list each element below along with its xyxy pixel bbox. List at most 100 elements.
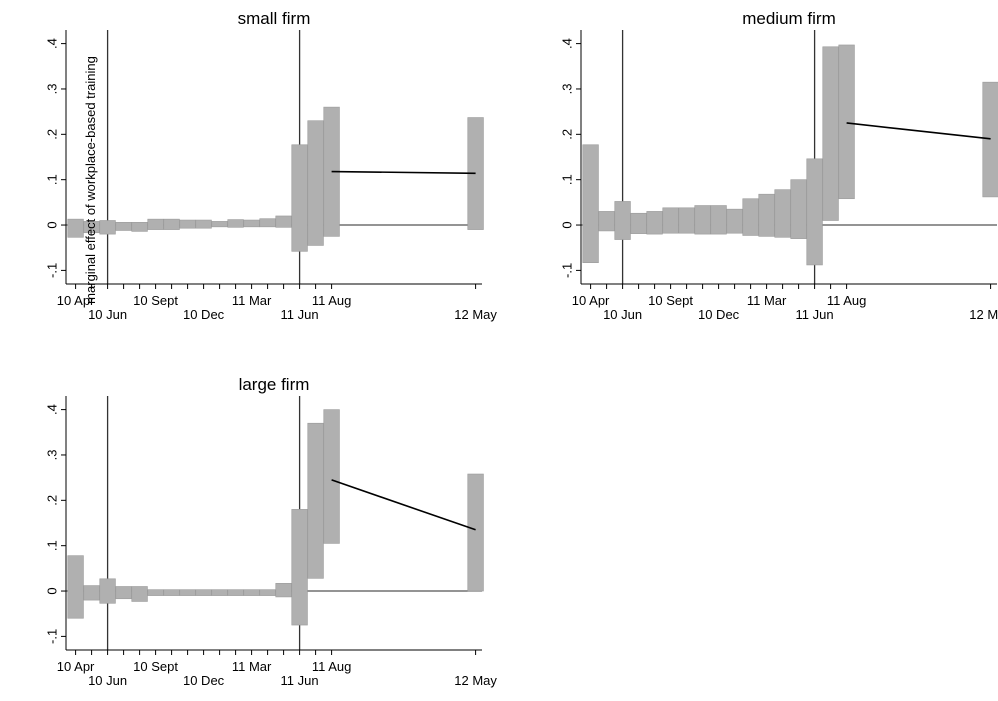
x-tick-label: 12 May xyxy=(454,673,497,688)
x-tick-label: 10 Apr xyxy=(572,293,610,308)
ci-bar xyxy=(710,205,727,235)
ci-bar xyxy=(243,219,260,228)
x-tick-label: 11 Mar xyxy=(232,659,272,674)
x-tick-label: 11 Aug xyxy=(312,293,352,308)
estimate-line xyxy=(846,122,991,140)
x-tick-label: 11 Jun xyxy=(796,307,834,322)
y-axis-label: marginal effect of workplace-based train… xyxy=(83,56,98,304)
ci-bar xyxy=(163,589,180,596)
estimate-line xyxy=(331,170,476,175)
x-tick-label: 11 Jun xyxy=(281,307,319,322)
ci-bar xyxy=(742,198,759,236)
ci-bar xyxy=(275,215,292,228)
ci-bar xyxy=(179,219,196,229)
x-tick-label: 10 Dec xyxy=(698,307,740,322)
y-tick-label: 0 xyxy=(560,221,575,228)
ci-bar xyxy=(67,218,84,238)
ci-bar xyxy=(131,586,148,602)
y-tick-label: .2 xyxy=(560,129,575,140)
y-tick-label: 0 xyxy=(45,587,60,594)
y-tick-label: .1 xyxy=(45,540,60,551)
ci-bar xyxy=(678,207,695,234)
ci-bar xyxy=(243,589,260,596)
ci-bar xyxy=(758,193,775,237)
ci-bar xyxy=(307,120,324,246)
ci-bar xyxy=(662,207,679,234)
ci-bar xyxy=(227,589,244,596)
ci-bar xyxy=(227,219,244,228)
ci-bar xyxy=(259,218,276,228)
y-tick-label: .3 xyxy=(560,84,575,95)
x-tick-label: 10 Apr xyxy=(57,659,95,674)
ci-bar xyxy=(163,218,180,230)
y-tick-label: .4 xyxy=(45,404,60,415)
x-tick-label: 10 Jun xyxy=(88,673,127,688)
ci-bar xyxy=(307,422,324,579)
x-tick-label: 11 Mar xyxy=(232,293,272,308)
y-tick-label: .3 xyxy=(45,84,60,95)
ci-bar xyxy=(291,144,308,252)
ci-bar xyxy=(211,221,228,228)
x-tick-label: 10 Jun xyxy=(603,307,642,322)
y-tick-label: .4 xyxy=(45,38,60,49)
ci-bar xyxy=(694,205,711,235)
y-tick-label: .2 xyxy=(45,129,60,140)
x-tick-label: 10 Jun xyxy=(88,307,127,322)
ci-bar xyxy=(115,222,132,231)
ci-bar xyxy=(211,589,228,596)
ci-bar xyxy=(83,221,100,234)
ci-bar xyxy=(598,211,615,232)
chart-title: medium firm xyxy=(742,9,836,28)
ci-bar xyxy=(582,144,599,263)
x-tick-label: 11 Aug xyxy=(312,659,352,674)
ci-bar xyxy=(131,222,148,232)
y-tick-label: .3 xyxy=(45,450,60,461)
x-tick-label: 10 Sept xyxy=(133,293,178,308)
ci-bar xyxy=(99,220,116,235)
ci-bar xyxy=(115,586,132,600)
ci-bar xyxy=(275,583,292,598)
ci-bar xyxy=(323,409,340,544)
y-tick-label: -.1 xyxy=(45,263,60,278)
ci-bar xyxy=(195,219,212,229)
ci-bar xyxy=(179,589,196,596)
y-tick-label: .2 xyxy=(45,495,60,506)
y-tick-label: -.1 xyxy=(560,263,575,278)
x-tick-label: 11 Mar xyxy=(747,293,787,308)
x-tick-label: 10 Dec xyxy=(183,673,225,688)
panel-large-firm: large firm -.1 0 .1 .2 .3 .4 10 Apr 10 Sept 11 Ma… xyxy=(45,375,498,688)
estimate-line xyxy=(331,479,476,531)
x-tick-label: 10 Apr xyxy=(57,293,95,308)
x-tick-label: 11 Jun xyxy=(281,673,319,688)
y-tick-label: .4 xyxy=(560,38,575,49)
x-tick-label: 12 May xyxy=(454,307,497,322)
x-tick-label: 12 May xyxy=(969,307,998,322)
panel-small-firm: small firm -.1 0 .1 .2 .3 .4 10 Apr 10 Sept 11 Ma… xyxy=(45,9,498,322)
ci-bar xyxy=(147,589,164,596)
ci-bar xyxy=(806,158,823,266)
ci-bar xyxy=(83,585,100,601)
ci-bar xyxy=(838,44,855,200)
ci-bar xyxy=(726,208,743,234)
ci-bar-final xyxy=(467,473,484,592)
ci-bar xyxy=(67,555,84,619)
ci-bar xyxy=(646,211,663,235)
chart-title: large firm xyxy=(239,375,310,394)
ci-bar xyxy=(291,509,308,626)
ci-bar xyxy=(99,578,116,604)
ci-bar xyxy=(630,212,647,234)
ci-bar xyxy=(790,179,807,239)
ci-bar xyxy=(147,218,164,230)
ci-bar xyxy=(259,589,276,596)
ci-bar xyxy=(614,201,631,240)
ci-bar xyxy=(822,46,839,221)
x-tick-label: 10 Dec xyxy=(183,307,225,322)
y-tick-label: .1 xyxy=(560,174,575,185)
panel-medium-firm: medium firm -.1 0 .1 .2 .3 .4 10 Apr 10 Sept 11 M… xyxy=(560,9,998,322)
y-tick-label: -.1 xyxy=(45,629,60,644)
x-tick-label: 10 Sept xyxy=(133,659,178,674)
x-tick-label: 10 Sept xyxy=(648,293,693,308)
y-tick-label: 0 xyxy=(45,221,60,228)
chart-title: small firm xyxy=(238,9,311,28)
